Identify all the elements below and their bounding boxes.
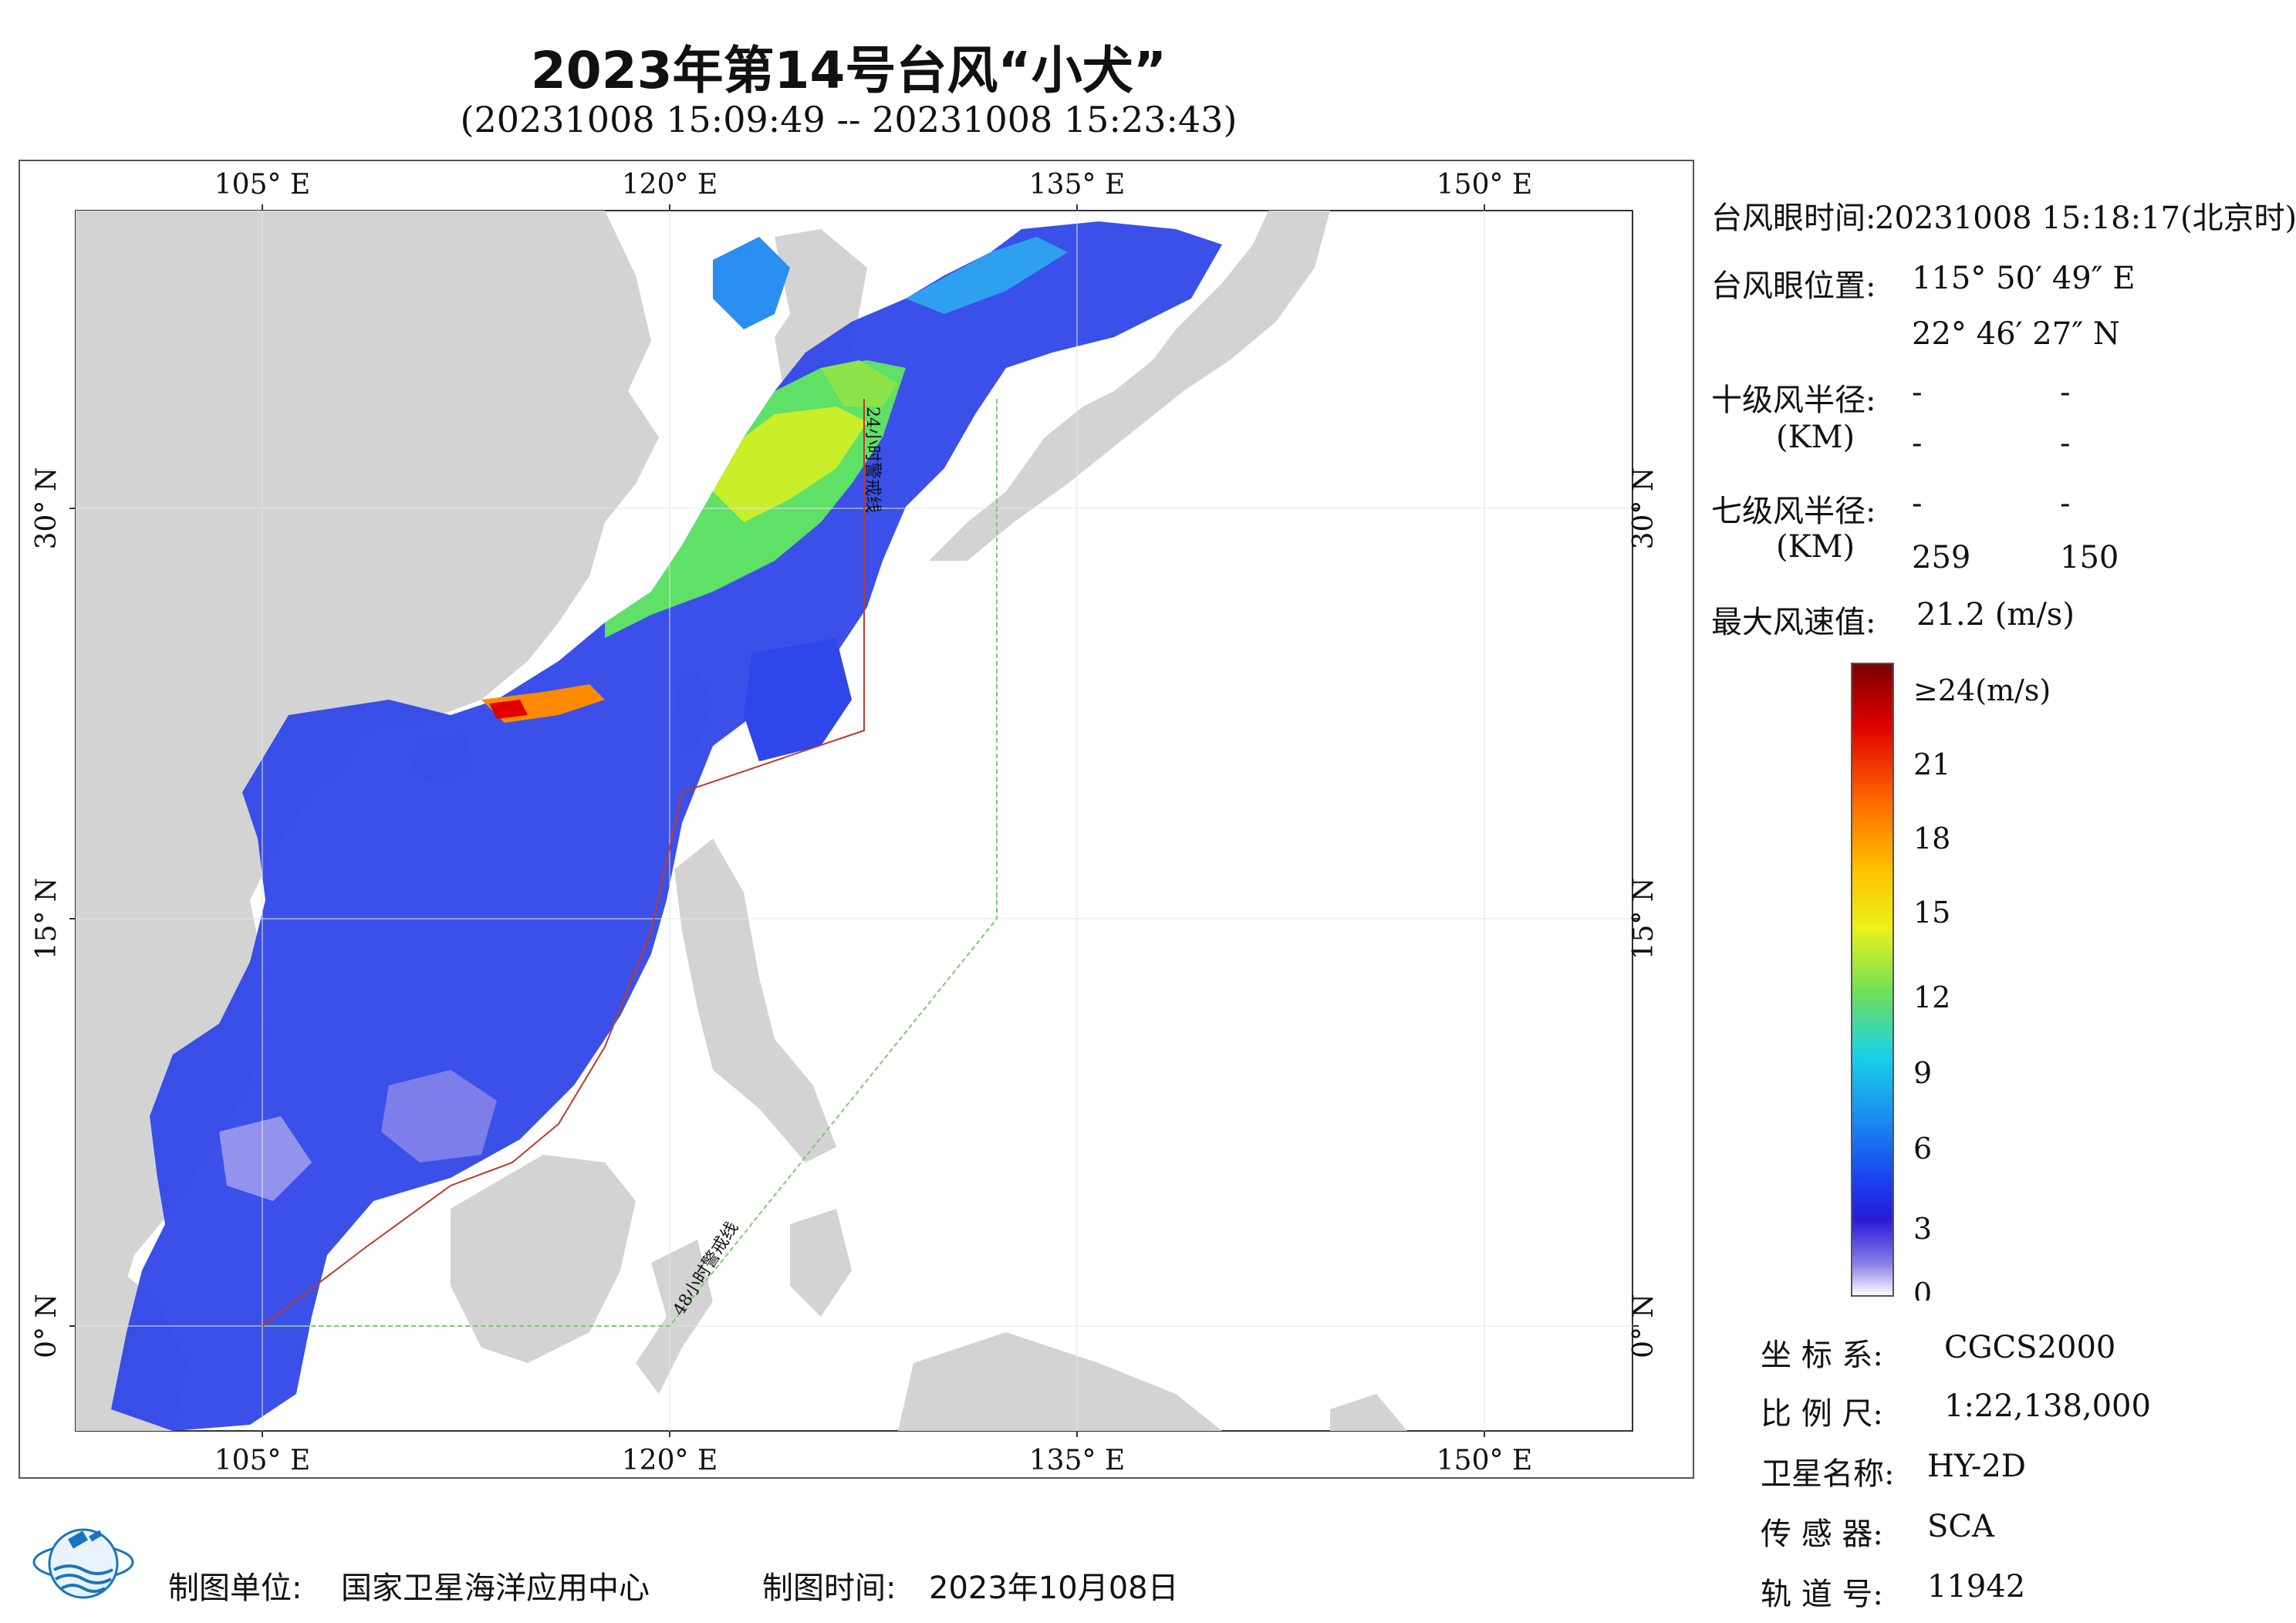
crs-label: 坐 标 系: <box>1761 1338 1883 1373</box>
orbit-label: 轨 道 号: <box>1761 1577 1883 1612</box>
r10-km-label: (KM) <box>1776 420 1855 455</box>
production-time-label: 制图时间: <box>762 1571 896 1606</box>
max-wind-value: 21.2 (m/s) <box>1916 597 2075 633</box>
scale-label: 比 例 尺: <box>1761 1396 1883 1432</box>
orbit-value: 11942 <box>1927 1569 2026 1604</box>
r10-value-b: - <box>2060 375 2071 410</box>
warning-line-48h <box>262 399 998 1327</box>
lat-tick-right-15: 15° N <box>1628 878 1660 960</box>
colorbar-label-9: 9 <box>1913 1056 1932 1090</box>
map-frame <box>19 160 1694 1479</box>
max-wind-label: 最大风速值: <box>1711 605 1876 640</box>
eye-position-label: 台风眼位置: <box>1711 268 1876 304</box>
r7-km-label: (KM) <box>1776 529 1855 565</box>
r7-value-c: 259 <box>1912 540 1971 575</box>
r7-value-d: 150 <box>2060 540 2119 575</box>
axis-ticks <box>69 204 1639 1437</box>
colorbar-label-18: 18 <box>1913 822 1950 855</box>
producer-label: 制图单位: <box>168 1571 302 1606</box>
map-title: 2023年第14号台风“小犬” <box>530 41 1167 100</box>
satellite-label: 卫星名称: <box>1761 1456 1895 1492</box>
wind-field-map: 24小时警戒线 48小时警戒线 105° E 120° E 135° E 150… <box>31 169 1660 1476</box>
colorbar-gradient <box>1851 663 1894 1297</box>
lat-tick-right-0: 0° N <box>1628 1294 1660 1358</box>
r10-value-a: - <box>1912 375 1923 410</box>
r10-value-c: - <box>1912 426 1923 461</box>
warning-line-24h <box>262 399 865 1327</box>
r7-value-b: - <box>2060 486 2071 521</box>
producer-value: 国家卫星海洋应用中心 <box>341 1571 650 1606</box>
lon-tick-bottom-135: 135° E <box>1029 1445 1125 1476</box>
eye-longitude: 115° 50′ 49″ E <box>1912 261 2136 296</box>
r7-value-a: - <box>1912 486 1923 521</box>
crs-value: CGCS2000 <box>1944 1330 2116 1365</box>
colorbar-label-6: 6 <box>1913 1132 1932 1166</box>
lon-tick-bottom-105: 105° E <box>214 1445 310 1476</box>
typhoon-info-panel: 台风眼时间: 20231008 15:18:17(北京时) 台风眼位置: 115… <box>0 0 2296 852</box>
map-meta-panel: 坐 标 系: CGCS2000 比 例 尺: 1:22,138,000 卫星名称… <box>0 0 2151 1612</box>
colorbar-label-0: 0 <box>1913 1277 1932 1301</box>
warning-label-24h: 24小时警戒线 <box>863 407 882 513</box>
lon-tick-top-120: 120° E <box>622 169 718 201</box>
eye-time-value: 20231008 15:18:17(北京时) <box>1875 201 2296 236</box>
lon-tick-bottom-150: 150° E <box>1437 1445 1532 1476</box>
lat-tick-left-15: 15° N <box>31 878 62 960</box>
wind-field-swath <box>111 221 1222 1431</box>
colorbar-label-3: 3 <box>1913 1212 1932 1246</box>
lon-tick-top-105: 105° E <box>214 169 310 201</box>
map-plot-area: 24小时警戒线 48小时警戒线 105° E 120° E 135° E 150… <box>31 169 1660 1476</box>
scale-value: 1:22,138,000 <box>1944 1388 2151 1424</box>
satellite-value: HY-2D <box>1927 1449 2026 1484</box>
lat-tick-right-30: 30° N <box>1628 467 1660 550</box>
production-time-value: 2023年10月08日 <box>929 1571 1179 1606</box>
colorbar-label-12: 12 <box>1913 980 1950 1014</box>
r7-label: 七级风半径: <box>1711 494 1876 529</box>
lon-tick-top-150: 150° E <box>1437 169 1532 201</box>
colorbar-label-15: 15 <box>1913 896 1950 930</box>
eye-latitude: 22° 46′ 27″ N <box>1912 316 2120 352</box>
colorbar-label-21: 21 <box>1913 747 1950 781</box>
sensor-label: 传 感 器: <box>1761 1517 1883 1552</box>
lat-tick-left-30: 30° N <box>31 467 62 550</box>
map-subtitle: (20231008 15:09:49 -- 20231008 15:23:43) <box>460 99 1237 140</box>
r10-value-d: - <box>2060 426 2071 461</box>
eye-time-label: 台风眼时间: <box>1711 201 1876 236</box>
wind-speed-colorbar: ≥24(m/s) 21 18 15 12 9 6 3 0 <box>1851 663 2051 1301</box>
nsoas-logo-icon <box>32 1528 134 1599</box>
sensor-value: SCA <box>1927 1509 1994 1544</box>
colorbar-label-24: ≥24(m/s) <box>1913 673 2051 707</box>
r10-label: 十级风半径: <box>1711 383 1876 418</box>
lon-tick-bottom-120: 120° E <box>622 1445 718 1476</box>
lat-tick-left-0: 0° N <box>31 1294 62 1358</box>
lon-tick-top-135: 135° E <box>1029 169 1125 201</box>
